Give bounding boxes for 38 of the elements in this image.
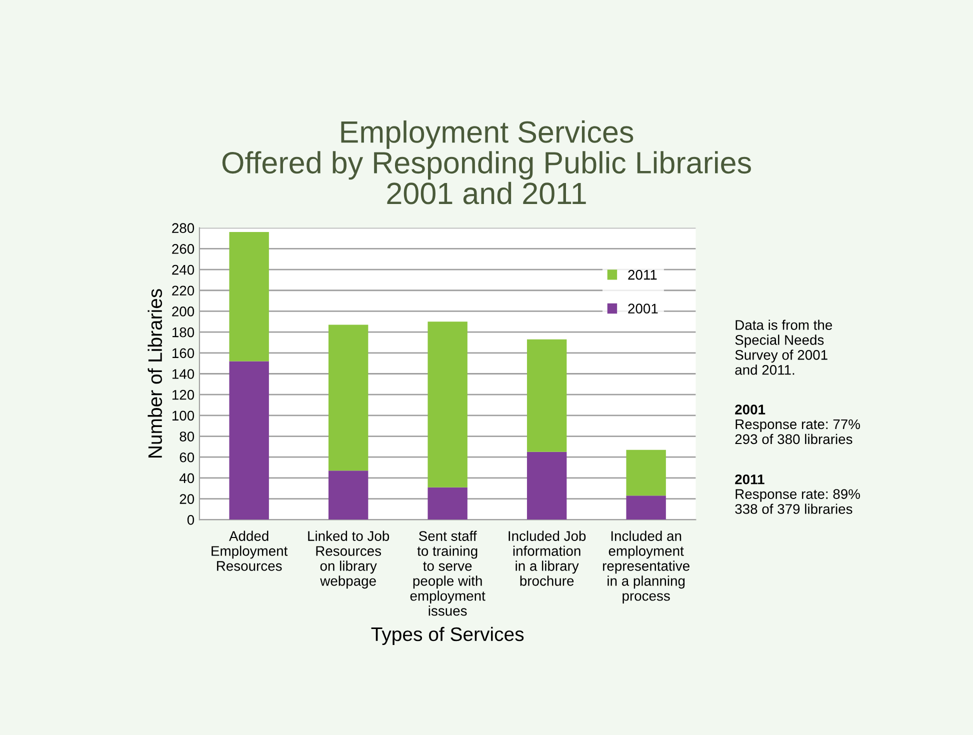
y-tick-label: 80 [180,432,194,442]
y-tick-label: 200 [172,306,194,316]
x-tick-label: Included an employment representative in a planning process [602,530,690,604]
y-axis-title: Number of Libraries [148,289,162,458]
legend-label: 2001 [628,304,658,314]
x-tick-label: Sent staff to training to serve people with employment issues [410,530,486,616]
bar [428,487,468,520]
text: 2011 Response rate: 89% 338 of 379 libraries [735,474,860,514]
bar [526,452,567,520]
bar [328,470,368,520]
y-tick-label: 240 [172,264,194,275]
text: 2001 Response rate: 77% 293 of 380 libraries [735,404,860,444]
y-tick-label: 180 [172,327,194,338]
bar [428,322,468,488]
y-tick-label: 160 [172,348,194,358]
bar [626,450,666,496]
bar [626,496,666,520]
y-tick-label: 40 [179,473,194,484]
y-tick-label: 0 [187,514,194,525]
chart-title: Employment Services Offered by Responding Public Libraries 2001 and 2011 [222,120,751,204]
bar [229,232,269,362]
y-tick-label: 60 [180,452,194,462]
text: Data is from the Special Needs Survey of 2001 and 2011. [735,320,832,375]
y-tick-label: 120 [172,390,194,400]
bar [526,339,567,452]
y-tick-label: 20 [180,494,194,504]
y-tick-label: 280 [172,223,194,234]
legend-label: 2011 [628,270,657,280]
y-tick-label: 140 [172,369,194,379]
x-tick-label: Included Job information in a library brochure [508,530,586,586]
y-tick-label: 260 [172,244,194,254]
x-axis-title: Types of Services [371,626,524,645]
y-tick-label: 220 [172,286,194,296]
bar [229,361,269,520]
x-tick-label: Linked to Job Resources on library webpage [308,530,390,589]
x-tick-label: Added Employment Resources [212,530,288,571]
bar [328,324,368,471]
y-tick-label: 100 [172,410,194,421]
